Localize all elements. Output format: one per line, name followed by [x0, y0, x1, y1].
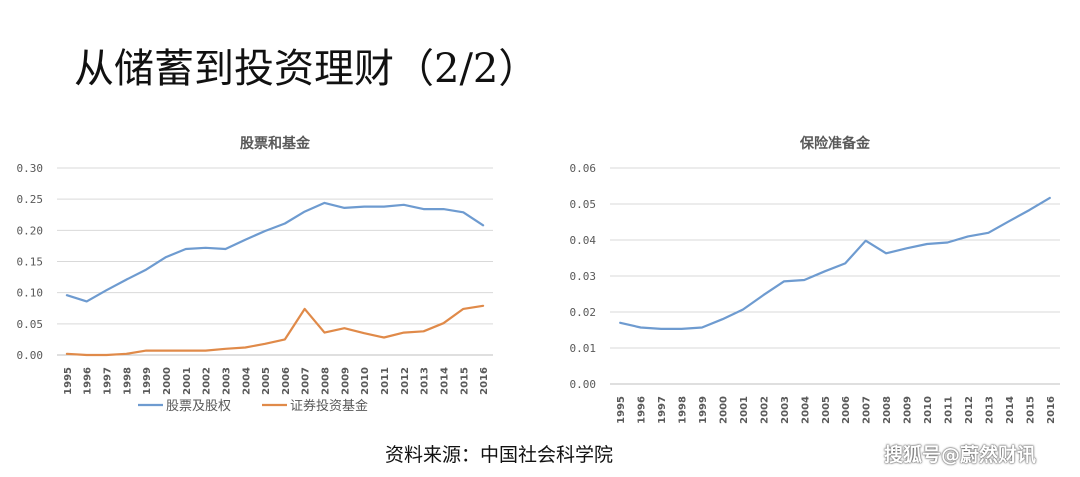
- x-tick-label: 2010: [923, 396, 934, 424]
- x-tick-label: 2007: [862, 396, 873, 424]
- y-tick-label: 0.00: [570, 378, 597, 391]
- x-tick-label: 2000: [719, 396, 730, 424]
- y-tick-label: 0.05: [17, 318, 44, 331]
- x-tick-label: 2015: [459, 367, 470, 395]
- x-tick-label: 1999: [698, 396, 709, 424]
- series-line-2: [65, 304, 485, 357]
- x-tick-label: 2008: [882, 396, 893, 424]
- y-tick-label: 0.06: [570, 162, 597, 175]
- y-tick-label: 0.01: [570, 342, 597, 355]
- x-tick-label: 2009: [903, 396, 914, 424]
- y-tick-label: 0.15: [17, 256, 44, 269]
- x-tick-label: 2016: [1046, 396, 1057, 424]
- x-tick-label: 1999: [142, 367, 153, 395]
- y-tick-label: 0.00: [17, 349, 44, 362]
- watermark: 搜狐号@蔚然财讯: [884, 444, 1037, 466]
- x-tick-label: 2011: [944, 396, 955, 424]
- x-tick-label: 2013: [984, 396, 995, 424]
- x-tick-label: 2005: [261, 367, 272, 395]
- x-tick-label: 2002: [202, 367, 213, 395]
- x-tick-label: 2012: [964, 396, 975, 424]
- x-tick-label: 1998: [678, 396, 689, 424]
- x-tick-label: 2003: [221, 367, 232, 395]
- x-tick-label: 2006: [841, 396, 852, 424]
- x-tick-label: 2000: [162, 367, 173, 395]
- x-tick-label: 2015: [1025, 396, 1036, 424]
- y-tick-label: 0.03: [570, 270, 597, 283]
- y-tick-label: 0.25: [17, 193, 44, 206]
- x-tick-label: 2014: [439, 367, 450, 395]
- x-tick-label: 2006: [281, 367, 292, 395]
- legend-label: 股票及股权: [166, 398, 231, 414]
- x-tick-label: 1995: [616, 396, 627, 424]
- x-tick-label: 2011: [380, 367, 391, 395]
- y-tick-label: 0.20: [17, 224, 44, 237]
- x-tick-label: 2005: [821, 396, 832, 424]
- y-tick-label: 0.04: [570, 234, 597, 247]
- x-tick-label: 2010: [360, 367, 371, 395]
- x-tick-label: 2014: [1005, 396, 1016, 424]
- page-title: 从储蓄到投资理财（2/2）: [74, 46, 539, 92]
- x-tick-label: 2004: [800, 396, 811, 424]
- x-tick-label: 2003: [780, 396, 791, 424]
- x-tick-label: 1997: [657, 396, 668, 424]
- x-tick-label: 1996: [83, 367, 94, 395]
- chart-insurance-reserves: 保险准备金 0.00 0.01 0.02 0.03 0.04 0.05 0.06 1995 199…: [570, 135, 1060, 424]
- x-tick-label: 2001: [182, 367, 193, 395]
- legend-label: 证券投资基金: [290, 398, 368, 414]
- x-tick-label: 2008: [321, 367, 332, 395]
- y-tick-label: 0.02: [570, 306, 597, 319]
- x-tick-label: 2016: [479, 367, 490, 395]
- chart-stocks-funds: 股票和基金 0.00 0.05 0.10 0.15 0.20 0.25 0.30 1995 199…: [17, 135, 493, 414]
- x-tick-label: 2012: [400, 367, 411, 395]
- x-tick-label: 2009: [340, 367, 351, 395]
- chart-title: 股票和基金: [240, 135, 311, 152]
- y-tick-label: 0.05: [570, 198, 597, 211]
- y-tick-label: 0.10: [17, 287, 44, 300]
- series-line-1: [65, 201, 485, 303]
- chart-title: 保险准备金: [799, 135, 871, 152]
- x-tick-label: 2013: [420, 367, 431, 395]
- x-tick-label: 1998: [122, 367, 133, 395]
- x-tick-label: 2007: [301, 367, 312, 395]
- source-note: 资料来源：中国社会科学院: [385, 444, 614, 466]
- x-tick-label: 1996: [637, 396, 648, 424]
- x-tick-label: 2002: [759, 396, 770, 424]
- x-tick-label: 1997: [103, 367, 114, 395]
- x-tick-label: 1995: [63, 367, 74, 395]
- series-line-1: [619, 196, 1051, 330]
- x-tick-label: 2001: [739, 396, 750, 424]
- x-tick-label: 2004: [241, 367, 252, 395]
- y-tick-label: 0.30: [17, 162, 44, 175]
